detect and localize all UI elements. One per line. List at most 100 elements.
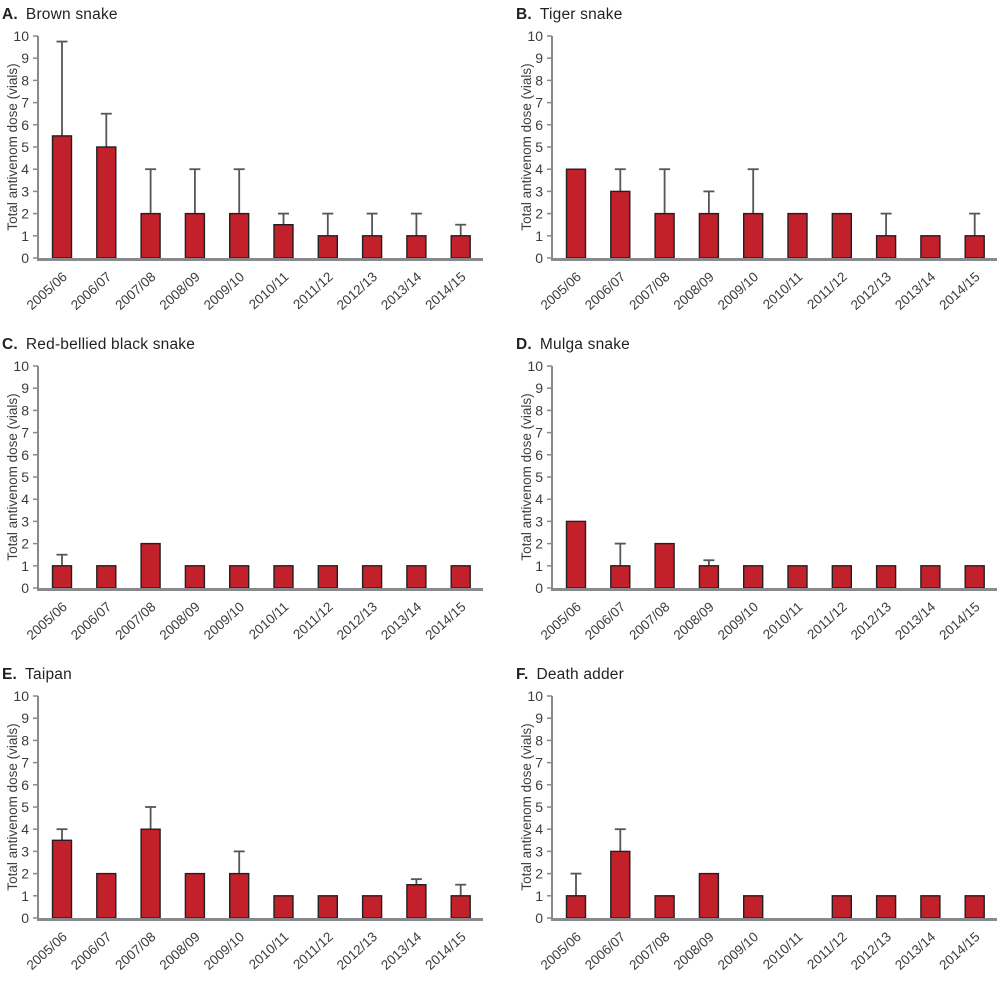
svg-text:2009/10: 2009/10 bbox=[715, 929, 761, 973]
svg-text:2007/08: 2007/08 bbox=[626, 269, 672, 313]
panel-name: Mulga snake bbox=[539, 336, 630, 353]
svg-text:2009/10: 2009/10 bbox=[201, 269, 247, 313]
svg-text:3: 3 bbox=[535, 183, 543, 199]
svg-text:2012/13: 2012/13 bbox=[848, 929, 894, 973]
svg-text:0: 0 bbox=[21, 580, 29, 596]
svg-text:Total antivenom dose (vials): Total antivenom dose (vials) bbox=[5, 723, 20, 890]
svg-text:1: 1 bbox=[535, 558, 543, 574]
panel-taipan: E. Taipan 0 1 2 3 4 5 6 7 8 9 10 2005/06 2006/07 2007/… bbox=[0, 660, 500, 978]
svg-text:2: 2 bbox=[535, 866, 543, 882]
panel-letter: D. bbox=[516, 336, 532, 353]
svg-text:2008/09: 2008/09 bbox=[157, 599, 203, 643]
panel-red-bellied-black-snake: C. Red-bellied black snake 0 1 2 3 4 5 6 7 8 9 10 20… bbox=[0, 330, 500, 660]
bar-chart-taipan: 0 1 2 3 4 5 6 7 8 9 10 2005/062006/072007/082008/09… bbox=[5, 688, 483, 973]
svg-text:8: 8 bbox=[21, 732, 29, 748]
svg-text:2006/07: 2006/07 bbox=[68, 599, 114, 643]
svg-text:6: 6 bbox=[21, 777, 29, 793]
svg-text:6: 6 bbox=[535, 117, 543, 133]
svg-text:2: 2 bbox=[21, 536, 29, 552]
svg-text:1: 1 bbox=[21, 228, 29, 244]
svg-text:0: 0 bbox=[535, 580, 543, 596]
panel-name: Taipan bbox=[25, 666, 72, 683]
panel-title-brown-snake: A. Brown snake bbox=[2, 6, 500, 24]
svg-text:2011/12: 2011/12 bbox=[290, 599, 336, 642]
svg-text:2005/06: 2005/06 bbox=[538, 269, 584, 313]
panel-letter: F. bbox=[516, 666, 529, 683]
svg-text:1: 1 bbox=[21, 558, 29, 574]
svg-text:2014/15: 2014/15 bbox=[422, 599, 468, 643]
svg-text:2011/12: 2011/12 bbox=[804, 269, 850, 312]
svg-text:4: 4 bbox=[535, 821, 543, 837]
svg-text:10: 10 bbox=[527, 28, 543, 44]
svg-text:2005/06: 2005/06 bbox=[538, 599, 584, 643]
svg-text:2011/12: 2011/12 bbox=[290, 929, 336, 972]
svg-text:2013/14: 2013/14 bbox=[892, 599, 939, 643]
svg-text:2007/08: 2007/08 bbox=[112, 269, 158, 313]
svg-text:2007/08: 2007/08 bbox=[626, 599, 672, 643]
svg-text:9: 9 bbox=[21, 380, 29, 396]
svg-text:2012/13: 2012/13 bbox=[334, 929, 380, 973]
svg-text:3: 3 bbox=[21, 843, 29, 859]
svg-text:2007/08: 2007/08 bbox=[626, 929, 672, 973]
svg-text:9: 9 bbox=[21, 50, 29, 66]
svg-text:2006/07: 2006/07 bbox=[68, 269, 114, 313]
svg-text:2006/07: 2006/07 bbox=[68, 929, 114, 973]
svg-text:2: 2 bbox=[21, 866, 29, 882]
svg-text:0: 0 bbox=[535, 910, 543, 926]
svg-text:8: 8 bbox=[21, 72, 29, 88]
svg-text:3: 3 bbox=[535, 843, 543, 859]
svg-text:2014/15: 2014/15 bbox=[422, 269, 468, 313]
svg-text:2013/14: 2013/14 bbox=[378, 599, 425, 643]
svg-text:3: 3 bbox=[21, 183, 29, 199]
svg-text:8: 8 bbox=[535, 72, 543, 88]
svg-text:1: 1 bbox=[535, 228, 543, 244]
svg-text:6: 6 bbox=[21, 117, 29, 133]
svg-text:3: 3 bbox=[21, 513, 29, 529]
panel-name: Death adder bbox=[536, 666, 624, 683]
panel-letter: C. bbox=[2, 336, 18, 353]
bar-chart-red-bellied-black-snake: 0 1 2 3 4 5 6 7 8 9 10 2005/062006/072007/082008/09… bbox=[5, 358, 483, 643]
svg-text:3: 3 bbox=[535, 513, 543, 529]
svg-text:4: 4 bbox=[21, 491, 29, 507]
panel-brown-snake: A. Brown snake 0 1 2 3 4 5 6 7 8 9 10 2005/06 2006/07… bbox=[0, 0, 500, 330]
svg-text:5: 5 bbox=[535, 469, 543, 485]
svg-text:2008/09: 2008/09 bbox=[157, 269, 203, 313]
svg-text:2005/06: 2005/06 bbox=[538, 929, 584, 973]
panel-title-mulga-snake: D. Mulga snake bbox=[516, 336, 1000, 354]
svg-text:7: 7 bbox=[21, 755, 29, 771]
svg-text:2005/06: 2005/06 bbox=[24, 929, 70, 973]
svg-text:10: 10 bbox=[13, 28, 29, 44]
svg-text:2011/12: 2011/12 bbox=[290, 269, 336, 312]
svg-text:8: 8 bbox=[535, 732, 543, 748]
svg-text:4: 4 bbox=[21, 161, 29, 177]
panel-name: Red-bellied black snake bbox=[25, 336, 196, 353]
svg-text:1: 1 bbox=[21, 888, 29, 904]
svg-text:0: 0 bbox=[535, 250, 543, 266]
svg-text:2014/15: 2014/15 bbox=[936, 269, 982, 313]
svg-text:5: 5 bbox=[21, 139, 29, 155]
svg-text:2013/14: 2013/14 bbox=[378, 929, 425, 973]
svg-text:2010/11: 2010/11 bbox=[760, 929, 806, 972]
svg-text:2013/14: 2013/14 bbox=[378, 269, 425, 313]
svg-text:2010/11: 2010/11 bbox=[246, 929, 292, 972]
svg-text:2010/11: 2010/11 bbox=[760, 269, 806, 312]
svg-text:9: 9 bbox=[535, 710, 543, 726]
panel-mulga-snake: D. Mulga snake 0 1 2 3 4 5 6 7 8 9 10 2005/06 2006/07… bbox=[500, 330, 1000, 660]
svg-text:7: 7 bbox=[535, 425, 543, 441]
svg-text:4: 4 bbox=[535, 491, 543, 507]
panel-title-tiger-snake: B. Tiger snake bbox=[516, 6, 1000, 24]
panel-letter: B. bbox=[516, 6, 532, 23]
svg-text:2008/09: 2008/09 bbox=[671, 929, 717, 973]
panel-tiger-snake: B. Tiger snake 0 1 2 3 4 5 6 7 8 9 10 2005/06 2006/07… bbox=[500, 0, 1000, 330]
svg-text:2005/06: 2005/06 bbox=[24, 599, 70, 643]
panel-name: Brown snake bbox=[25, 6, 118, 23]
svg-text:10: 10 bbox=[13, 358, 29, 374]
svg-text:2007/08: 2007/08 bbox=[112, 929, 158, 973]
svg-text:2011/12: 2011/12 bbox=[804, 929, 850, 972]
svg-text:9: 9 bbox=[535, 380, 543, 396]
svg-text:2014/15: 2014/15 bbox=[936, 599, 982, 643]
svg-text:7: 7 bbox=[535, 755, 543, 771]
svg-text:10: 10 bbox=[527, 688, 543, 704]
svg-text:7: 7 bbox=[21, 95, 29, 111]
